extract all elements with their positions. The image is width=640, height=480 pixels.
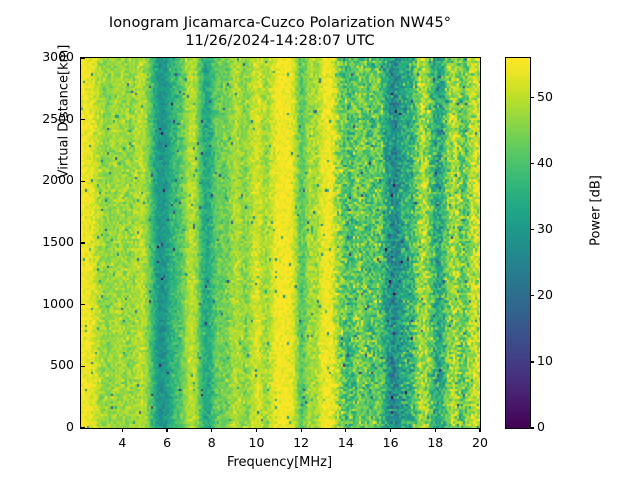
y-tick-mark [81,242,86,244]
colorbar-gradient [506,58,530,428]
colorbar-tick-label: 40 [537,154,553,170]
x-axis-label: Frequency[MHz] [226,455,333,470]
x-tick-mark [434,428,436,433]
y-tick-label: 3000 [42,49,74,64]
y-tick-label: 2000 [42,172,74,188]
colorbar-tick-mark [530,361,535,363]
y-tick-label: 2500 [42,110,74,126]
colorbar-tick-label: 20 [537,286,553,302]
colorbar[interactable]: 0 10 20 30 40 50 [505,57,553,434]
colorbar-tick-label: 0 [537,419,545,434]
y-tick-mark [81,365,86,367]
x-tick-mark [389,428,392,433]
y-tick-mark [81,180,86,182]
x-tick-label: 14 [337,435,354,450]
plot-area[interactable]: 0 500 1000 1500 2000 2500 3000 4 6 8 10 12 14 16 18 20 [42,49,488,450]
ionogram-heatmap[interactable] [81,58,480,428]
colorbar-tick-mark [530,427,535,429]
y-axis-label: Virtual Distance[km] [56,44,72,179]
x-tick-label: 16 [382,435,399,450]
x-tick-label: 20 [472,435,488,450]
x-tick-mark [255,428,258,433]
x-tick-mark [211,428,213,433]
y-tick-mark [81,57,86,59]
x-tick-label: 8 [207,435,216,450]
colorbar-tick-mark [530,295,535,297]
colorbar-tick-label: 30 [537,220,553,236]
colorbar-label: Power [dB] [588,175,604,246]
colorbar-tick-mark [530,163,535,165]
x-tick-mark [479,428,481,433]
colorbar-tick-mark [530,229,535,231]
y-tick-label: 1500 [42,234,74,249]
x-tick-label: 6 [163,435,172,450]
chart-title-line-1: Ionogram Jicamarca-Cuzco Polarization NW… [108,15,452,31]
x-tick-label: 4 [118,435,127,450]
x-tick-mark [300,428,302,433]
y-tick-label: 500 [50,357,74,373]
y-tick-label: 1000 [42,295,74,311]
x-tick-mark [121,428,123,433]
y-tick-label: 0 [66,419,74,434]
page-title: Ionogram Jicamarca-Cuzco Polarization NW… [0,14,560,50]
y-tick-mark [81,304,86,306]
colorbar-tick-label: 10 [537,352,553,368]
x-tick-label: 18 [427,435,444,450]
colorbar-tick-mark [530,97,535,99]
chart-title-line-2: 11/26/2024-14:28:07 UTC [185,33,375,49]
x-tick-mark [166,428,168,433]
colorbar-tick-label: 50 [537,88,553,104]
y-tick-mark [81,119,86,121]
y-tick-mark [81,427,86,429]
x-tick-mark [345,428,347,433]
x-tick-label: 12 [293,435,310,450]
x-tick-label: 10 [248,435,265,450]
